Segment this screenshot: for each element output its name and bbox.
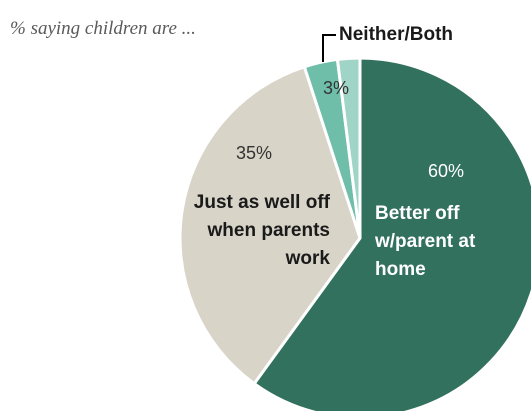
neither-both-callout-line (322, 34, 336, 62)
just-as-well-label: Just as well off when parents work (194, 192, 331, 269)
pie-slice-better-off (252, 56, 531, 411)
better-off-label-line-2: w/parent at (374, 231, 476, 252)
pie-slice-sliver (335, 56, 362, 240)
just-as-well-label-line-1: Just as well off (194, 192, 331, 213)
pie-slice-just-as-well (178, 65, 362, 386)
pie-slices (178, 56, 531, 411)
just-as-well-label-line-3: work (285, 248, 331, 269)
better-off-label-line-1: Better off (375, 203, 460, 224)
better-off-label-line-3: home (375, 259, 426, 280)
neither-both-value-label: 3% (323, 78, 349, 98)
chart-subtitle: % saying children are ... (10, 18, 196, 39)
just-as-well-value-label: 35% (236, 143, 272, 163)
better-off-value-label: 60% (428, 161, 464, 181)
better-off-label: Better off w/parent at home (374, 203, 476, 280)
just-as-well-label-line-2: when parents (207, 220, 330, 241)
neither-both-label: Neither/Both (339, 24, 453, 45)
